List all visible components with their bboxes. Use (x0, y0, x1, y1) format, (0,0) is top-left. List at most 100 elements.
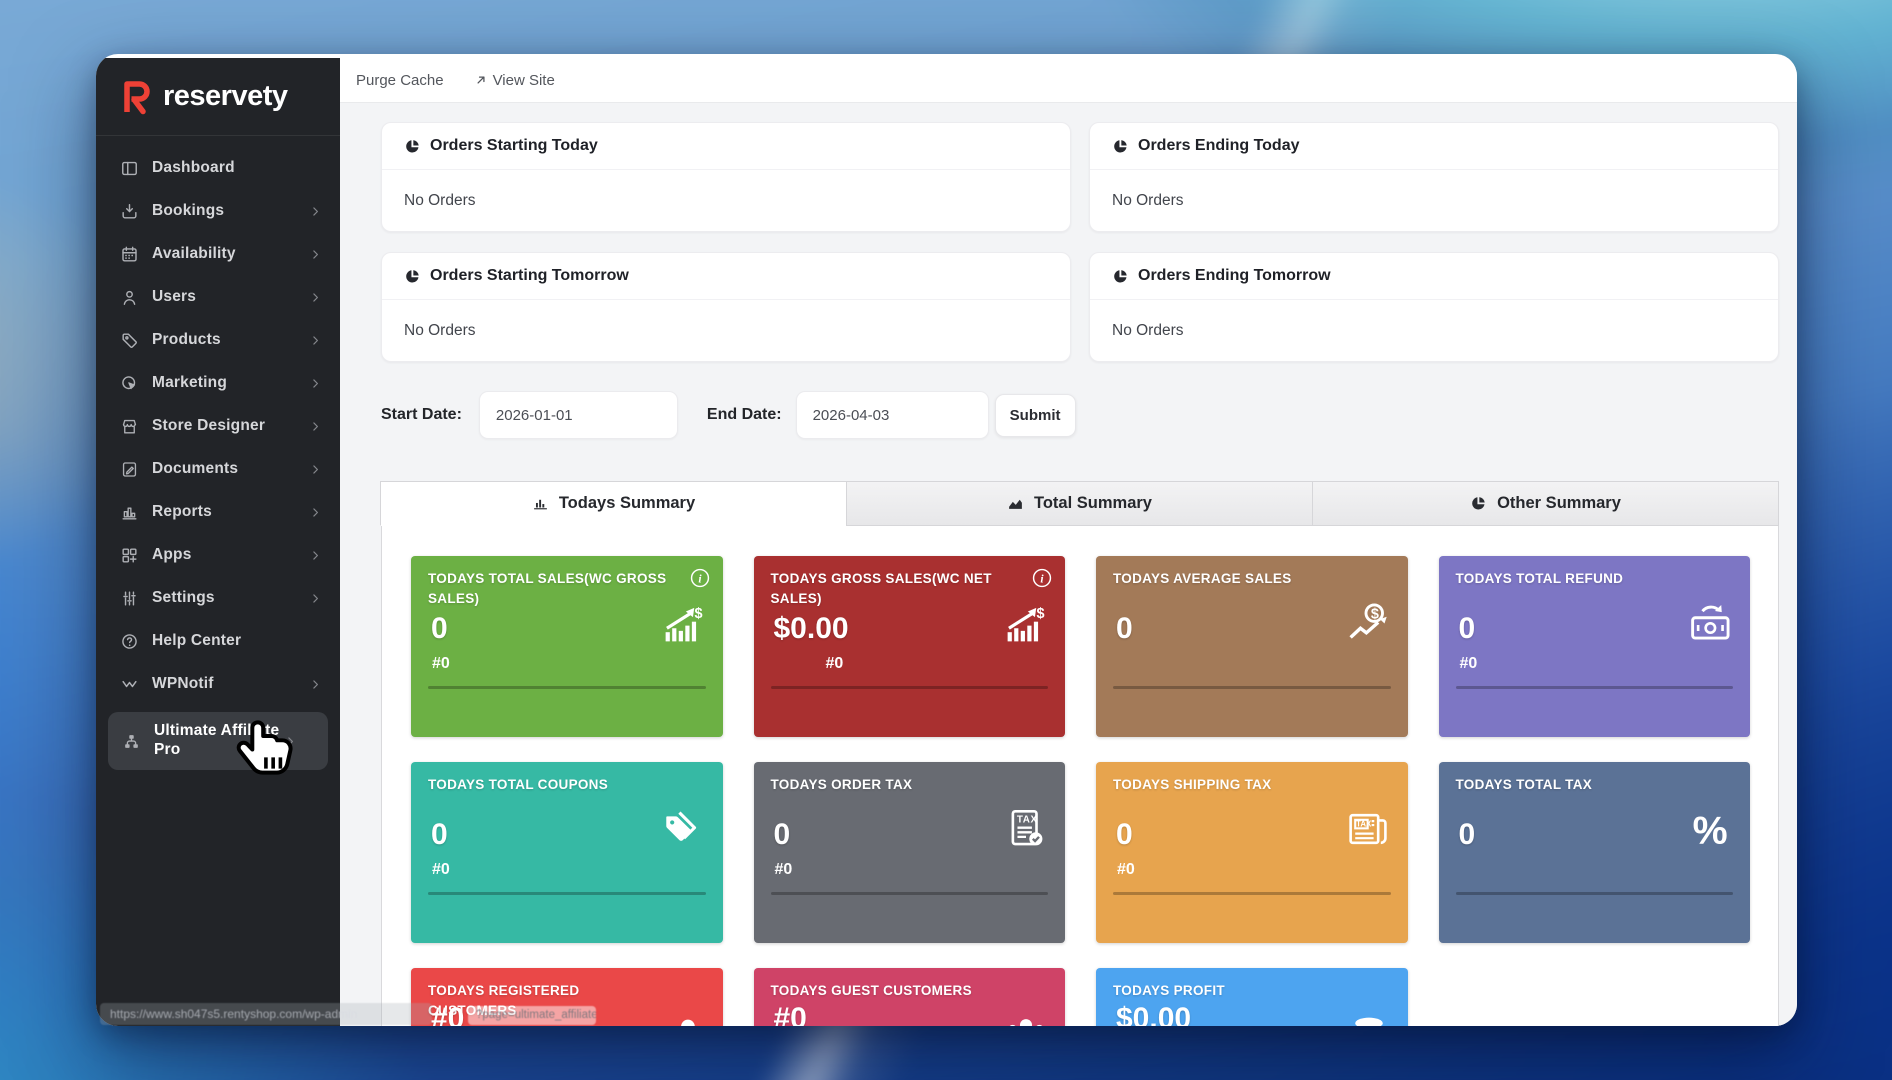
stat-card: TODAYS ORDER TAX 0 #0 (753, 762, 1065, 943)
stat-card-title: TODAYS GROSS SALES(WC NET SALES) (770, 571, 992, 607)
date-filter: Start Date: End Date: Submit (381, 391, 1076, 439)
sidebar-item[interactable]: Documents (96, 448, 340, 491)
dashboard-icon (120, 159, 139, 178)
stat-card-value: 0 (1116, 818, 1133, 851)
sidebar-item-label: Documents (152, 460, 239, 478)
stat-card: TODAYS SHIPPING TAX 0 #0 (1096, 762, 1408, 943)
sidebar-item[interactable]: Store Designer (96, 405, 340, 448)
order-card-body: No Orders (1112, 191, 1184, 209)
chevron-right-icon (309, 678, 322, 691)
sidebar-item[interactable]: Users (96, 276, 340, 319)
tax-document-icon (1002, 808, 1050, 850)
start-date-input[interactable] (478, 391, 678, 439)
sidebar-item-label: WPNotif (152, 675, 214, 693)
customer-icon (660, 1014, 708, 1026)
chevron-right-icon (309, 592, 322, 605)
stat-card-title: TODAYS AVERAGE SALES (1113, 571, 1292, 586)
order-card-title: Orders Starting Tomorrow (430, 267, 629, 284)
app-window: reservety Dashboard Bookings Availabilit… (96, 54, 1797, 1026)
stat-card-value: #0 (431, 1002, 465, 1026)
order-card-title: Orders Ending Today (1138, 137, 1300, 154)
order-card-title: Orders Ending Tomorrow (1138, 267, 1331, 284)
stat-card-title: TODAYS SHIPPING TAX (1113, 777, 1272, 792)
stat-card: TODAYS TOTAL TAX 0 (1438, 762, 1750, 943)
pie-chart-icon (1112, 138, 1129, 155)
end-date-input[interactable] (795, 391, 989, 439)
sidebar-item-label: Dashboard (152, 159, 235, 177)
summary-tab[interactable]: Todays Summary (380, 481, 847, 526)
chevron-right-icon (309, 248, 322, 261)
stat-card-value: 0 (431, 818, 448, 851)
stat-card-title: TODAYS TOTAL SALES(WC GROSS SALES) (428, 571, 667, 607)
stat-card-count: #0 (774, 861, 793, 878)
sidebar-item-label: Settings (152, 589, 215, 607)
info-icon[interactable] (1031, 567, 1053, 589)
stat-card-divider (770, 686, 1048, 689)
stat-card-value: $0.00 (773, 612, 849, 645)
purge-cache-link[interactable]: Purge Cache (356, 72, 444, 89)
summary-tab[interactable]: Total Summary (846, 481, 1313, 526)
info-icon[interactable] (689, 567, 711, 589)
wpnotif-icon (120, 675, 139, 694)
order-card: Orders Ending Today No Orders (1089, 122, 1779, 232)
chevron-right-icon (309, 334, 322, 347)
order-card-body: No Orders (1112, 321, 1184, 339)
sidebar-item[interactable]: Help Center (96, 620, 340, 663)
chevron-right-icon (309, 420, 322, 433)
sidebar-item-label: Store Designer (152, 417, 266, 435)
sidebar-item[interactable]: Dashboard (96, 147, 340, 190)
sidebar-item[interactable]: WPNotif (96, 663, 340, 706)
stat-card: TODAYS TOTAL SALES(WC GROSS SALES) 0 #0 (411, 556, 723, 737)
stat-card-title: TODAYS PROFIT (1113, 983, 1225, 998)
stat-card: TODAYS TOTAL REFUND 0 #0 (1438, 556, 1750, 737)
availability-icon (120, 245, 139, 264)
view-site-label: View Site (492, 71, 555, 89)
purge-cache-label: Purge Cache (356, 71, 444, 89)
stat-card-title: TODAYS TOTAL COUPONS (428, 777, 609, 792)
stat-card-divider (1113, 686, 1391, 689)
customers-group-icon (1002, 1014, 1050, 1026)
stat-card-value: 0 (1458, 818, 1476, 851)
settings-icon (120, 589, 139, 608)
sidebar-item[interactable]: Bookings (96, 190, 340, 233)
stat-card-count: #0 (825, 655, 844, 672)
stat-card-title: TODAYS ORDER TAX (770, 777, 913, 792)
percent-icon (1687, 808, 1735, 850)
stat-card-count: #0 (432, 655, 450, 672)
sidebar-item-label: Users (152, 288, 197, 306)
stat-card-divider (1113, 892, 1391, 895)
apps-icon (120, 546, 139, 565)
sidebar-item[interactable]: Reports (96, 491, 340, 534)
end-date-label: End Date: (706, 406, 782, 423)
store-designer-icon (120, 417, 139, 436)
sidebar-item[interactable]: Ultimate Affiliate Pro (108, 712, 328, 770)
summary-tabs: Todays Summary Total Summary Other Summa… (380, 481, 1779, 526)
pie-chart-icon (404, 138, 421, 155)
summary-tab[interactable]: Other Summary (1312, 481, 1779, 526)
sidebar-item[interactable]: Availability (96, 233, 340, 276)
coins-icon (1345, 1014, 1393, 1026)
refund-icon (1687, 602, 1735, 644)
sidebar-item[interactable]: Products (96, 319, 340, 362)
products-icon (120, 331, 139, 350)
brand-logo[interactable]: reservety (96, 58, 340, 136)
view-site-link[interactable]: View Site (474, 72, 555, 89)
sidebar-nav: Dashboard Bookings Availability Users (96, 136, 340, 770)
sidebar-item-label: Reports (152, 503, 212, 521)
users-icon (120, 288, 139, 307)
sidebar-item-label: Apps (152, 546, 192, 564)
sidebar-item[interactable]: Settings (96, 577, 340, 620)
dollar-trend-icon (1345, 602, 1393, 644)
status-bar-url: https://www.sh047s5.rentyshop.com/wp-adm… (100, 1003, 432, 1025)
submit-button[interactable]: Submit (994, 393, 1076, 437)
topbar: Purge Cache View Site (340, 58, 1797, 103)
sidebar-item[interactable]: Marketing (96, 362, 340, 405)
chevron-right-icon (309, 463, 322, 476)
bookings-icon (120, 202, 139, 221)
stat-card-count: #0 (1459, 655, 1478, 672)
stat-card-title: TODAYS TOTAL REFUND (1455, 571, 1624, 586)
chevron-right-icon (309, 291, 322, 304)
sidebar-item[interactable]: Apps (96, 534, 340, 577)
bar-chart-icon (532, 495, 549, 512)
sales-growth-icon (1002, 602, 1050, 644)
